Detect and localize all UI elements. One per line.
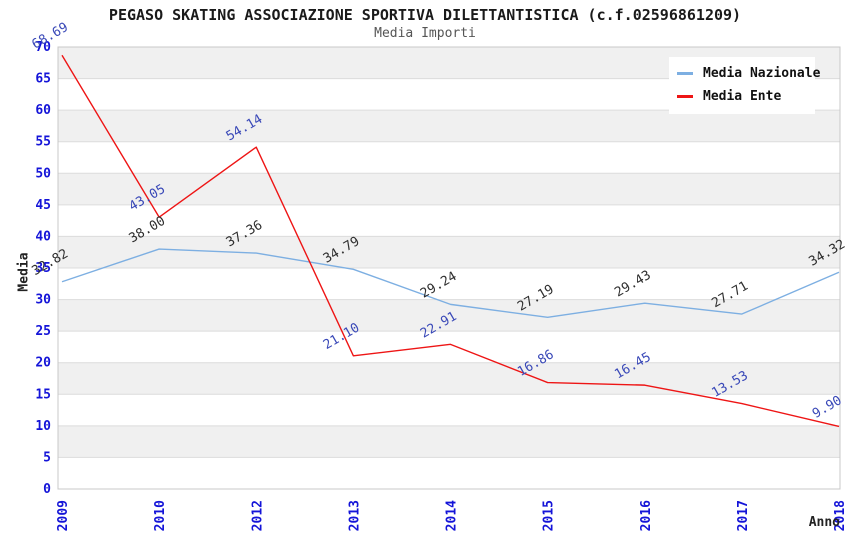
- y-tick-label: 35: [35, 261, 51, 276]
- plot-frame: [57, 46, 841, 490]
- y-tick-label: 15: [35, 387, 51, 402]
- y-tick-label: 25: [35, 324, 51, 339]
- y-tick-label: 20: [35, 356, 51, 371]
- series-line-media-nazionale: [61, 248, 840, 319]
- x-tick-label: 2015: [542, 500, 557, 531]
- x-tick-label: 2009: [56, 500, 71, 531]
- plot-band: [58, 299, 840, 332]
- x-tick-label: 2014: [445, 500, 460, 531]
- y-tick-label: 45: [35, 198, 51, 213]
- plot-band: [58, 394, 840, 426]
- x-tick-label: 2017: [736, 500, 751, 531]
- y-tick-label: 65: [35, 72, 51, 87]
- y-tick-label: 30: [35, 293, 51, 308]
- x-tick-label: 2013: [347, 500, 362, 531]
- y-tick-label: 10: [35, 419, 51, 434]
- media-nazionale-line-swatch-icon: [677, 72, 693, 75]
- y-tick-label: 5: [43, 450, 51, 465]
- y-tick-label: 55: [35, 135, 51, 150]
- plot-band: [58, 362, 840, 395]
- y-tick-label: 70: [35, 40, 51, 55]
- x-tick-label: 2016: [639, 500, 654, 531]
- x-tick-label: 2010: [153, 500, 168, 531]
- plot-band: [58, 236, 840, 268]
- media-ente-line-swatch-icon: [677, 95, 693, 98]
- plot-band: [58, 110, 840, 142]
- plot-band: [58, 141, 840, 174]
- x-tick-label: 2012: [250, 500, 265, 531]
- plot-band: [58, 457, 840, 489]
- plot-band: [58, 204, 840, 237]
- plot-band: [58, 331, 840, 363]
- y-tick-label: 0: [43, 482, 51, 497]
- chart-title: PEGASO SKATING ASSOCIAZIONE SPORTIVA DIL…: [108, 6, 742, 24]
- y-tick-label: 60: [35, 103, 51, 118]
- legend: Media Nazionale Media Ente: [669, 57, 820, 114]
- y-tick-label: 50: [35, 166, 51, 181]
- plot-band: [58, 425, 840, 458]
- x-axis-title: Anno: [808, 515, 840, 530]
- legend-item-media-ente: Media Ente: [677, 85, 807, 108]
- legend-label-media-nazionale: Media Nazionale: [703, 66, 821, 81]
- legend-label-media-ente: Media Ente: [703, 89, 782, 104]
- y-axis-title: Media: [16, 252, 32, 292]
- series-line-media-ente: [61, 54, 840, 428]
- y-tick-label: 40: [35, 229, 51, 244]
- legend-item-media-nazionale: Media Nazionale: [677, 62, 820, 85]
- plot-band: [58, 173, 840, 205]
- chart-subtitle: Media Importi: [374, 26, 476, 41]
- x-tick-label: 2018: [833, 500, 848, 531]
- plot-band: [58, 268, 840, 300]
